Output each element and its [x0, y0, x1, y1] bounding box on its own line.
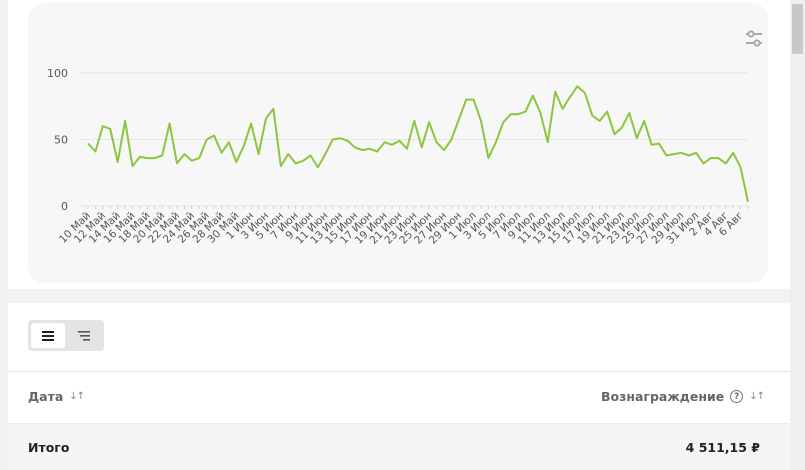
total-value: 4 511,15 ₽ [685, 440, 760, 455]
total-label: Итого [28, 440, 70, 455]
scrollbar-thumb[interactable] [792, 4, 803, 54]
tree-view-icon [78, 330, 90, 341]
sort-icon[interactable]: ↓↑ [69, 391, 85, 402]
tree-view-button[interactable] [67, 323, 101, 348]
column-header-reward[interactable]: Вознаграждение ? ↓↑ [600, 389, 765, 404]
stats-panel: 0 50 100 10 Май 12 Май 14 Май 16 Май 18 Май 20 М… [8, 0, 790, 470]
list-view-icon [42, 330, 54, 341]
list-view-button[interactable] [31, 323, 65, 348]
series-line [87, 85, 749, 203]
y-tick-label: 0 [61, 200, 68, 213]
chart-settings-button[interactable] [744, 29, 764, 49]
table-divider [8, 371, 790, 372]
column-header-reward-label: Вознаграждение [600, 389, 725, 404]
y-tick-label: 100 [47, 67, 68, 80]
sliders-icon [746, 30, 762, 47]
sort-icon[interactable]: ↓↑ [749, 391, 765, 402]
view-toggle [28, 320, 104, 351]
vertical-scrollbar[interactable] [790, 0, 805, 470]
total-row: Итого 4 511,15 ₽ [8, 423, 790, 470]
y-tick-label: 50 [54, 134, 68, 147]
column-header-date[interactable]: Дата ↓↑ [28, 389, 85, 404]
help-icon[interactable]: ? [730, 390, 744, 403]
column-header-date-label: Дата [28, 389, 64, 404]
chart-card: 0 50 100 10 Май 12 Май 14 Май 16 Май 18 Май 20 М… [28, 3, 768, 283]
section-separator [8, 289, 790, 303]
